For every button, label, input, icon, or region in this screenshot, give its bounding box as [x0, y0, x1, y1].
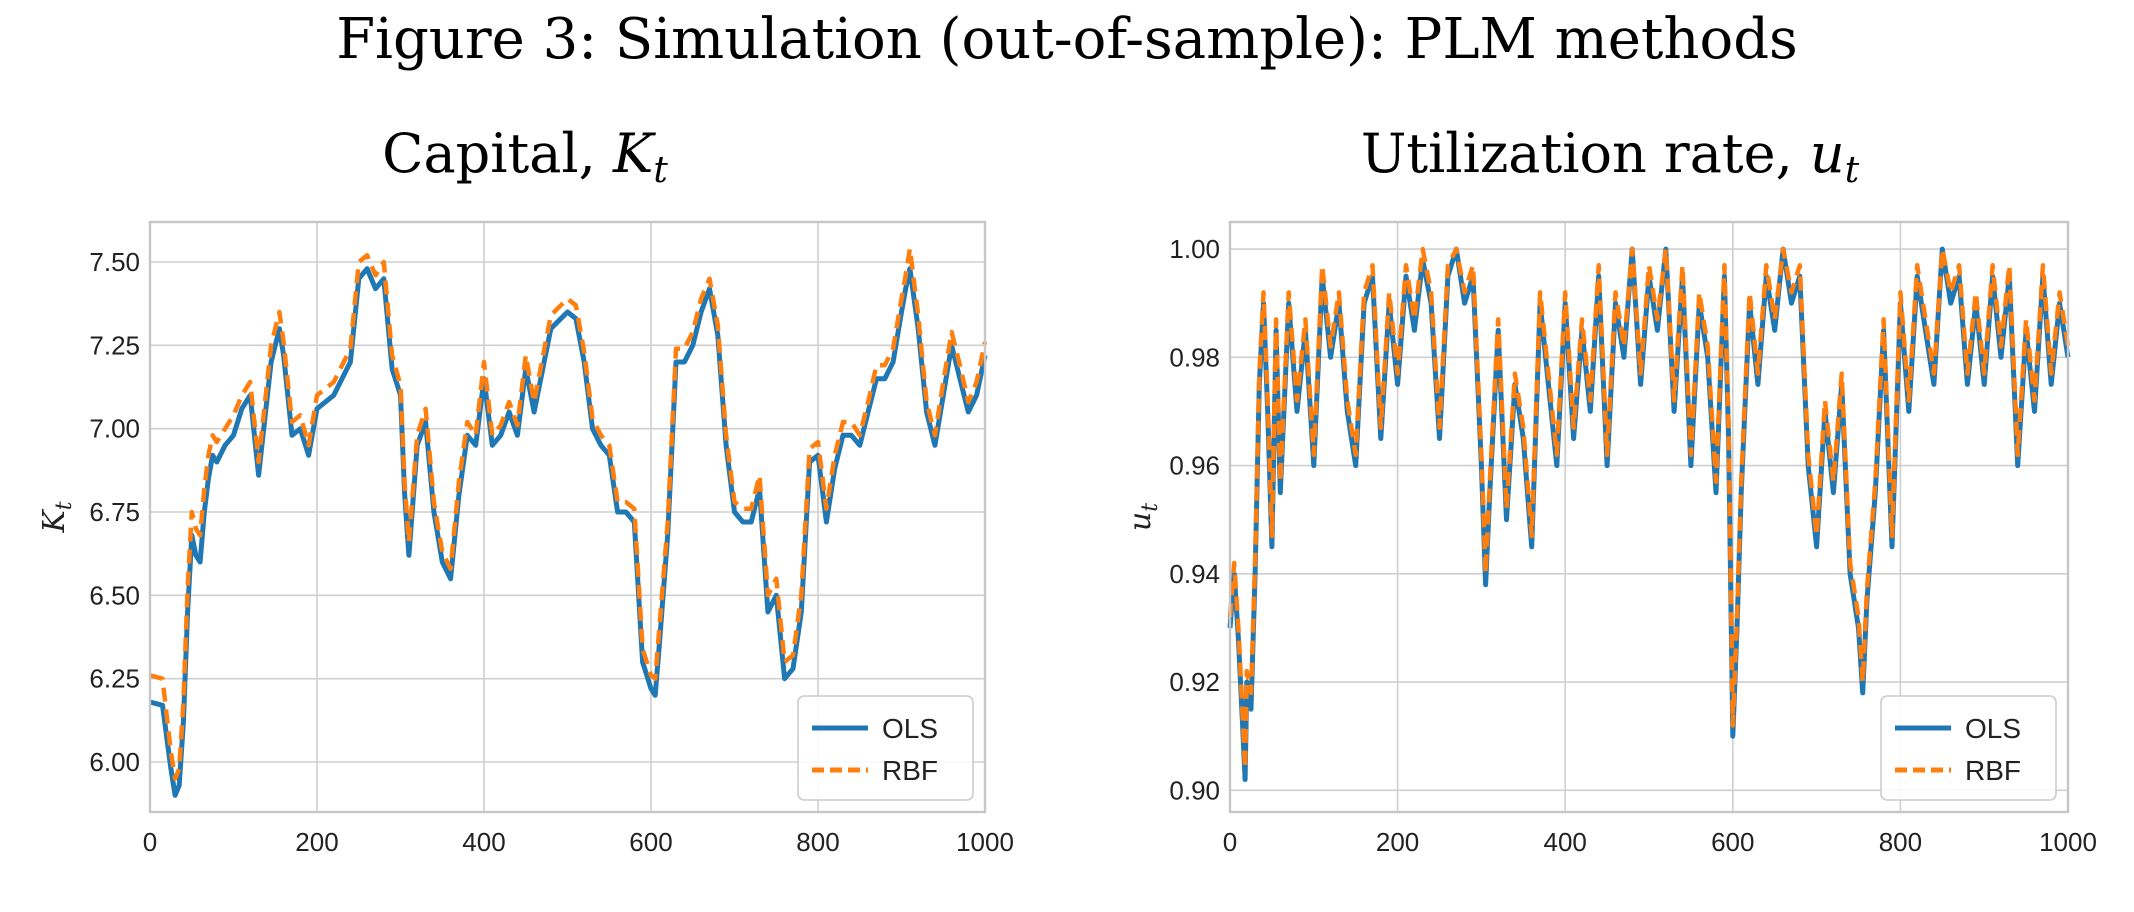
- capital-y-tick-label: 7.00: [89, 414, 140, 444]
- capital-y-tick-label: 6.75: [89, 497, 140, 527]
- utilization-legend-box: [1880, 695, 2057, 801]
- capital-legend-label-rbf: RBF: [882, 755, 938, 786]
- capital-y-axis-symbol: K: [37, 509, 72, 534]
- utilization-x-tick-label: 800: [1879, 827, 1922, 857]
- capital-x-tick-label: 1000: [956, 827, 1014, 857]
- capital-x-tick-label: 400: [462, 827, 505, 857]
- capital-title-main: Capital,: [382, 122, 613, 185]
- capital-plot-frame: [148, 220, 987, 814]
- capital-panel: Capital, Kt 0 200 400 600 800 1000 6.00 6.25 6.50…: [37, 122, 1014, 857]
- capital-y-tick-label: 7.50: [89, 247, 140, 277]
- utilization-y-tick-label: 0.90: [1169, 775, 1220, 805]
- utilization-title-main: Utilization rate,: [1361, 122, 1810, 185]
- utilization-title: Utilization rate, ut: [1361, 122, 1860, 191]
- figure-title: Figure 3: Simulation (out-of-sample): PL…: [336, 7, 1798, 72]
- capital-title: Capital, Kt: [382, 122, 668, 191]
- utilization-y-tick-label: 0.96: [1169, 451, 1220, 481]
- utilization-x-tick-label: 0: [1223, 827, 1237, 857]
- utilization-series-rbf: [1227, 246, 2071, 771]
- capital-y-tick-label: 6.00: [89, 747, 140, 777]
- capital-y-axis-subscript: t: [52, 501, 77, 510]
- utilization-x-tick-label: 600: [1711, 827, 1754, 857]
- utilization-y-tick-label: 0.94: [1169, 559, 1220, 589]
- capital-x-tick-label: 200: [295, 827, 338, 857]
- utilization-y-tick-label: 0.98: [1169, 342, 1220, 372]
- utilization-x-tick-label: 1000: [2039, 827, 2097, 857]
- utilization-legend-label-rbf: RBF: [1965, 755, 2021, 786]
- capital-y-tick-label: 6.50: [89, 580, 140, 610]
- utilization-y-axis-subscript: t: [1138, 503, 1163, 512]
- capital-y-tick-label: 7.25: [89, 330, 140, 360]
- utilization-y-axis-symbol: u: [1123, 512, 1158, 531]
- capital-x-tick-label: 600: [629, 827, 672, 857]
- utilization-y-tick-label: 1.00: [1169, 234, 1220, 264]
- utilization-title-subscript: t: [1845, 150, 1860, 191]
- capital-legend-label-ols: OLS: [882, 713, 938, 744]
- utilization-title-symbol: u: [1810, 122, 1845, 185]
- utilization-x-tick-label: 200: [1376, 827, 1419, 857]
- capital-y-axis-label: Kt: [37, 501, 77, 533]
- capital-x-tick-label: 0: [143, 827, 157, 857]
- utilization-y-tick-label: 0.92: [1169, 667, 1220, 697]
- utilization-y-axis-label: ut: [1123, 503, 1163, 531]
- capital-y-tick-label: 6.25: [89, 664, 140, 694]
- utilization-legend: OLS RBF: [1880, 695, 2057, 801]
- capital-x-tick-label: 800: [796, 827, 839, 857]
- capital-grid: [150, 222, 985, 812]
- capital-title-subscript: t: [653, 150, 668, 191]
- capital-title-symbol: K: [612, 122, 656, 185]
- utilization-panel: Utilization rate, ut0 200 400 600 800 10000.9…: [1123, 122, 2097, 857]
- utilization-legend-label-ols: OLS: [1965, 713, 2021, 744]
- capital-legend-box: [797, 695, 974, 801]
- utilization-x-tick-label: 400: [1544, 827, 1587, 857]
- utilization-plot-frame: [1228, 220, 2070, 814]
- capital-legend: OLS RBF: [797, 695, 974, 801]
